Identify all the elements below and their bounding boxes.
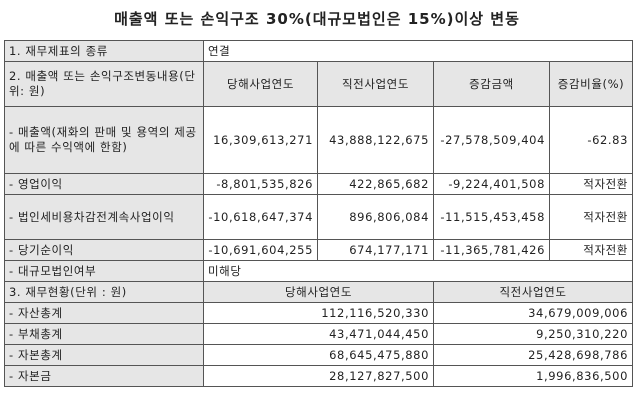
item-label: - 매출액(재화의 판매 및 용역의 제공에 따른 수익액에 한함) <box>4 106 204 174</box>
table-row: - 매출액(재화의 판매 및 용역의 제공에 따른 수익액에 한함) 16,30… <box>4 106 633 174</box>
finance-label: - 자본총계 <box>4 344 204 366</box>
item-ratio: 적자전환 <box>549 194 633 240</box>
table-row: - 자본총계 68,645,475,880 25,428,698,786 <box>4 344 633 366</box>
table-row: - 당기순이익 -10,691,604,255 674,177,171 -11,… <box>4 239 633 261</box>
large-corp-label: - 대규모법인여부 <box>4 260 204 282</box>
header-previous-year: 직전사업연도 <box>317 61 434 107</box>
finance-section-label: 3. 재무현황(단위 : 원) <box>4 281 204 303</box>
finance-label: - 자산총계 <box>4 302 204 324</box>
finance-current: 43,471,044,450 <box>203 323 434 345</box>
table-row: - 자산총계 112,116,520,330 34,679,009,006 <box>4 302 633 324</box>
finance-current: 28,127,827,500 <box>203 365 434 387</box>
finance-label: - 부채총계 <box>4 323 204 345</box>
item-current: -10,618,647,374 <box>203 194 318 240</box>
item-change: -11,365,781,426 <box>433 239 550 261</box>
item-previous: 422,865,682 <box>317 173 434 195</box>
table-row: - 부채총계 43,471,044,450 9,250,310,220 <box>4 323 633 345</box>
page-title: 매출액 또는 손익구조 30%(대규모법인은 15%)이상 변동 <box>114 10 520 28</box>
finance-header-previous: 직전사업연도 <box>433 281 633 303</box>
finance-previous: 25,428,698,786 <box>433 344 633 366</box>
item-ratio: 적자전환 <box>549 239 633 261</box>
large-corp-row: - 대규모법인여부 미해당 <box>4 260 633 282</box>
finance-current: 112,116,520,330 <box>203 302 434 324</box>
table-row: - 자본금 28,127,827,500 1,996,836,500 <box>4 365 633 387</box>
item-ratio: 적자전환 <box>549 173 633 195</box>
item-previous: 896,806,084 <box>317 194 434 240</box>
item-current: -10,691,604,255 <box>203 239 318 261</box>
item-label: - 법인세비용차감전계속사업이익 <box>4 194 204 240</box>
item-change: -9,224,401,508 <box>433 173 550 195</box>
finance-previous: 9,250,310,220 <box>433 323 633 345</box>
item-ratio: -62.83 <box>549 106 633 174</box>
item-previous: 43,888,122,675 <box>317 106 434 174</box>
finance-header-row: 3. 재무현황(단위 : 원) 당해사업연도 직전사업연도 <box>4 281 633 303</box>
large-corp-value: 미해당 <box>203 260 633 282</box>
header-change-amount: 증감금액 <box>433 61 550 107</box>
change-section-label: 2. 매출액 또는 손익구조변동내용(단위: 원) <box>4 61 204 107</box>
item-current: 16,309,613,271 <box>203 106 318 174</box>
item-label: - 영업이익 <box>4 173 204 195</box>
item-previous: 674,177,171 <box>317 239 434 261</box>
change-header-row: 2. 매출액 또는 손익구조변동내용(단위: 원) 당해사업연도 직전사업연도 … <box>4 61 633 107</box>
statement-type-value: 연결 <box>203 40 633 62</box>
finance-label: - 자본금 <box>4 365 204 387</box>
disclosure-table: 1. 재무제표의 종류 연결 2. 매출액 또는 손익구조변동내용(단위: 원)… <box>4 40 633 387</box>
item-change: -11,515,453,458 <box>433 194 550 240</box>
item-change: -27,578,509,404 <box>433 106 550 174</box>
item-label: - 당기순이익 <box>4 239 204 261</box>
finance-previous: 34,679,009,006 <box>433 302 633 324</box>
finance-current: 68,645,475,880 <box>203 344 434 366</box>
header-current-year: 당해사업연도 <box>203 61 318 107</box>
statement-type-label: 1. 재무제표의 종류 <box>4 40 204 62</box>
item-current: -8,801,535,826 <box>203 173 318 195</box>
table-row: - 영업이익 -8,801,535,826 422,865,682 -9,224… <box>4 173 633 195</box>
table-row: - 법인세비용차감전계속사업이익 -10,618,647,374 896,806… <box>4 194 633 240</box>
finance-header-current: 당해사업연도 <box>203 281 434 303</box>
statement-type-row: 1. 재무제표의 종류 연결 <box>4 40 633 62</box>
header-change-ratio: 증감비율(%) <box>549 61 633 107</box>
finance-previous: 1,996,836,500 <box>433 365 633 387</box>
